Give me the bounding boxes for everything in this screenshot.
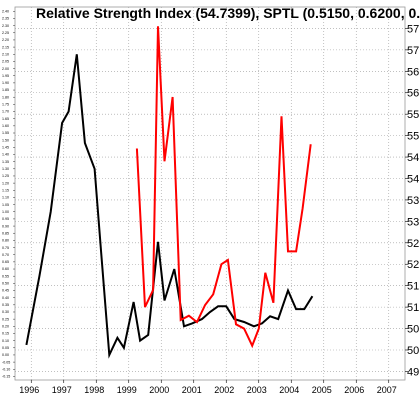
left-tick-label: 0.15 xyxy=(2,332,9,336)
left-tick-label: 0.05 xyxy=(2,346,9,350)
left-tick-label: 1.15 xyxy=(2,188,9,192)
left-tick-label: 1.65 xyxy=(2,117,9,121)
left-tick-label: 1.75 xyxy=(2,103,9,107)
left-tick-label: 1.80 xyxy=(2,95,9,99)
left-tick-label: 0.55 xyxy=(2,274,9,278)
series-line-black xyxy=(25,54,314,359)
x-tick-label: 2006 xyxy=(344,385,364,395)
right-tick-label: 51 xyxy=(407,302,419,314)
left-tick-label: -0.05 xyxy=(2,360,10,364)
x-axis-ticks: 1996 1997 1998 1999 2000 2001 2002 2003 2004 2005… xyxy=(19,380,397,395)
left-tick-label: 2.30 xyxy=(2,24,9,28)
left-tick-label: 2.40 xyxy=(2,9,9,13)
right-tick-label: 49 xyxy=(407,366,419,378)
left-tick-label: 2.10 xyxy=(2,52,9,56)
left-tick-label: 2.25 xyxy=(2,31,9,35)
right-tick-label: 54 xyxy=(407,173,419,185)
left-tick-label: 0.50 xyxy=(2,282,9,286)
left-tick-label: 0.20 xyxy=(2,325,9,329)
right-tick-label: 55 xyxy=(407,131,419,143)
x-tick-label: 2000 xyxy=(149,385,169,395)
left-tick-label: 0.10 xyxy=(2,339,9,343)
left-tick-label: -0.15 xyxy=(2,375,10,379)
x-tick-label: 2005 xyxy=(312,385,332,395)
right-tick-label: 57 xyxy=(407,45,419,57)
left-tick-label: 0.90 xyxy=(2,224,9,228)
left-tick-label: 0.35 xyxy=(2,303,9,307)
left-tick-label: 0.85 xyxy=(2,231,9,235)
left-tick-label: 0.25 xyxy=(2,317,9,321)
x-tick-label: 2001 xyxy=(182,385,202,395)
left-tick-label: 0.40 xyxy=(2,296,9,300)
right-tick-label: 56 xyxy=(407,88,419,100)
right-axis-ticks: 57 57 56 56 55 55 54 54 53 53 52 52 51 51 50 50 49 xyxy=(405,23,419,378)
left-tick-label: 0.30 xyxy=(2,310,9,314)
left-tick-label: 0.60 xyxy=(2,267,9,271)
x-tick-label: 1996 xyxy=(19,385,39,395)
right-tick-label: 50 xyxy=(407,324,419,336)
right-tick-label: 53 xyxy=(407,216,419,228)
left-tick-label: 1.50 xyxy=(2,138,9,142)
left-tick-label: 0.80 xyxy=(2,239,9,243)
right-tick-label: 50 xyxy=(407,345,419,357)
right-tick-label: 52 xyxy=(407,238,419,250)
left-tick-label: 1.05 xyxy=(2,203,9,207)
left-tick-label: 0.65 xyxy=(2,260,9,264)
left-tick-label: 1.60 xyxy=(2,124,9,128)
x-tick-label: 2004 xyxy=(279,385,299,395)
right-tick-label: 53 xyxy=(407,195,419,207)
left-tick-label: 1.85 xyxy=(2,88,9,92)
left-tick-label: -0.10 xyxy=(2,367,10,371)
series-line-red xyxy=(135,26,312,349)
left-tick-label: 1.90 xyxy=(2,81,9,85)
left-tick-label: 2.05 xyxy=(2,60,9,64)
left-tick-label: 1.95 xyxy=(2,74,9,78)
left-tick-label: 2.00 xyxy=(2,67,9,71)
left-tick-label: 0.75 xyxy=(2,246,9,250)
plot-area-border xyxy=(14,6,406,381)
left-tick-label: 2.15 xyxy=(2,45,9,49)
left-tick-label: 1.70 xyxy=(2,110,9,114)
left-tick-label: 1.00 xyxy=(2,210,9,214)
right-tick-label: 55 xyxy=(407,109,419,121)
left-tick-label: 0.70 xyxy=(2,253,9,257)
left-tick-label: 1.45 xyxy=(2,146,9,150)
left-tick-label: 0.95 xyxy=(2,217,9,221)
right-tick-label: 51 xyxy=(407,281,419,293)
left-tick-label: 1.10 xyxy=(2,196,9,200)
left-tick-label: 0.00 xyxy=(2,353,9,357)
x-tick-label: 2002 xyxy=(214,385,234,395)
x-tick-label: 1997 xyxy=(52,385,72,395)
x-tick-label: 2007 xyxy=(377,385,397,395)
left-axis-ticks: 2.40 2.35 2.30 2.25 2.20 2.15 2.10 2.05 2.00 1.95… xyxy=(2,9,15,379)
left-tick-label: 2.35 xyxy=(2,17,9,21)
right-tick-label: 57 xyxy=(407,23,419,35)
left-tick-label: 1.35 xyxy=(2,160,9,164)
left-tick-label: 1.55 xyxy=(2,131,9,135)
left-tick-label: 1.40 xyxy=(2,153,9,157)
left-tick-label: 1.20 xyxy=(2,181,9,185)
left-tick-label: 0.45 xyxy=(2,289,9,293)
chart-title: Relative Strength Index (54.7399), SPTL … xyxy=(36,5,420,21)
x-tick-label: 2003 xyxy=(247,385,267,395)
right-tick-label: 56 xyxy=(407,66,419,78)
series-lines xyxy=(25,26,314,359)
left-tick-label: 2.20 xyxy=(2,38,9,42)
left-tick-label: 1.25 xyxy=(2,174,9,178)
left-tick-label: 1.30 xyxy=(2,167,9,171)
right-tick-label: 52 xyxy=(407,259,419,271)
x-tick-label: 1998 xyxy=(84,385,104,395)
right-tick-label: 54 xyxy=(407,152,419,164)
x-tick-label: 1999 xyxy=(117,385,137,395)
